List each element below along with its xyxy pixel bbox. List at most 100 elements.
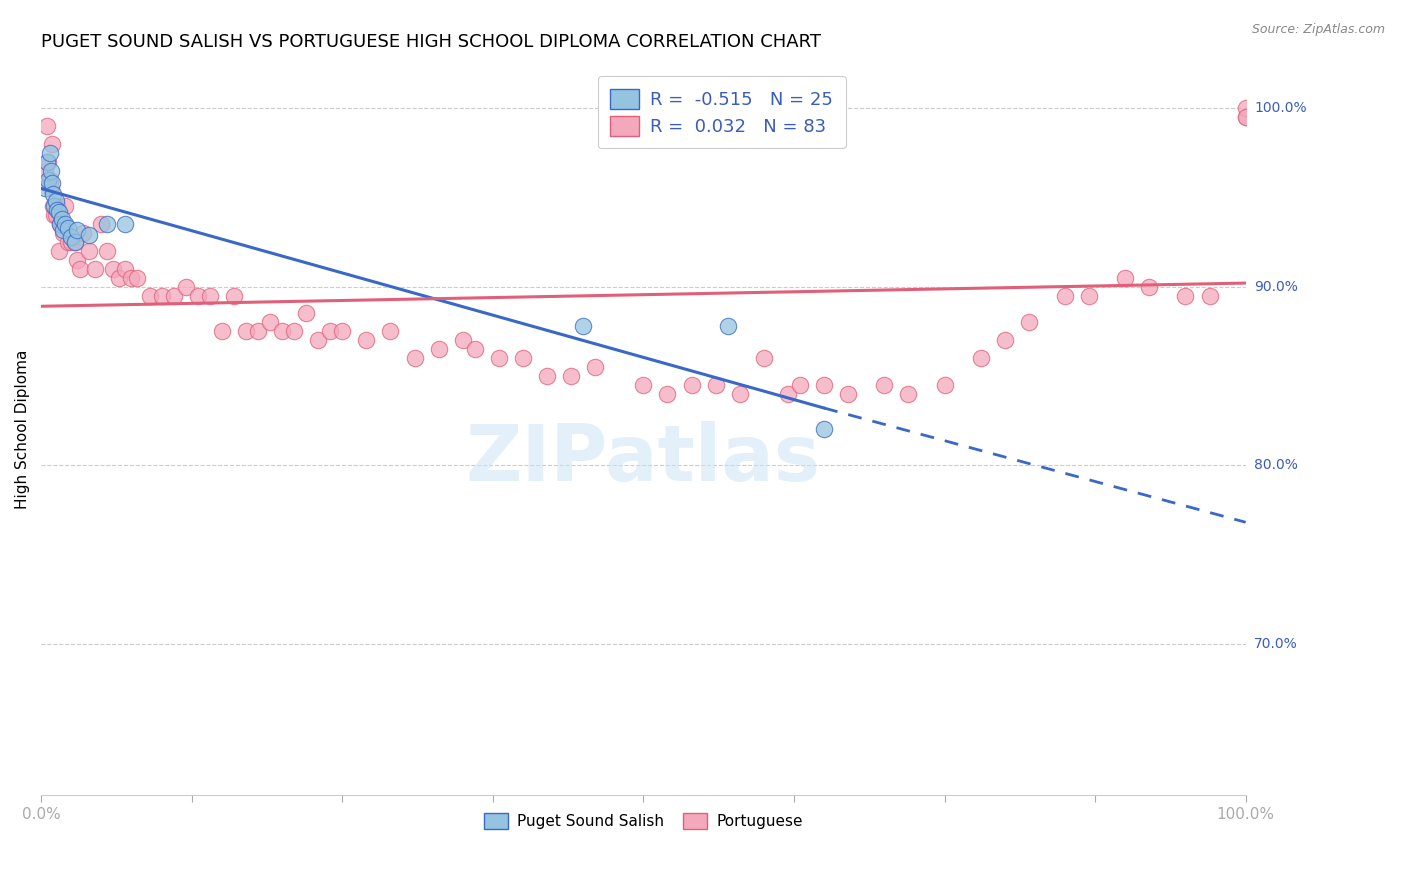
Point	[934, 377, 956, 392]
Point	[120, 270, 142, 285]
Point	[813, 422, 835, 436]
Point	[404, 351, 426, 365]
Point	[49, 217, 72, 231]
Text: 70.0%: 70.0%	[1254, 637, 1298, 650]
Point	[84, 261, 107, 276]
Point	[53, 199, 76, 213]
Y-axis label: High School Diploma: High School Diploma	[15, 350, 30, 509]
Point	[63, 235, 86, 249]
Point	[138, 288, 160, 302]
Point	[752, 351, 775, 365]
Point	[114, 261, 136, 276]
Point	[60, 229, 83, 244]
Point	[1114, 270, 1136, 285]
Point	[560, 368, 582, 383]
Point	[41, 136, 63, 151]
Point	[37, 154, 59, 169]
Point	[42, 199, 65, 213]
Point	[776, 386, 799, 401]
Point	[837, 386, 859, 401]
Point	[39, 181, 62, 195]
Point	[162, 288, 184, 302]
Point	[283, 324, 305, 338]
Text: 80.0%: 80.0%	[1254, 458, 1298, 472]
Point	[38, 172, 60, 186]
Point	[51, 217, 73, 231]
Point	[114, 217, 136, 231]
Text: 100.0%: 100.0%	[1254, 101, 1306, 115]
Point	[813, 377, 835, 392]
Point	[969, 351, 991, 365]
Point	[53, 217, 76, 231]
Point	[41, 176, 63, 190]
Point	[464, 342, 486, 356]
Point	[56, 235, 79, 249]
Point	[356, 333, 378, 347]
Point	[681, 377, 703, 392]
Point	[1234, 110, 1257, 124]
Point	[44, 199, 66, 213]
Point	[34, 163, 56, 178]
Point	[39, 163, 62, 178]
Point	[1198, 288, 1220, 302]
Point	[789, 377, 811, 392]
Point	[56, 220, 79, 235]
Point	[1234, 110, 1257, 124]
Point	[48, 204, 70, 219]
Point	[222, 288, 245, 302]
Text: Source: ZipAtlas.com: Source: ZipAtlas.com	[1251, 23, 1385, 37]
Point	[633, 377, 655, 392]
Point	[72, 226, 94, 240]
Point	[96, 244, 118, 258]
Point	[451, 333, 474, 347]
Point	[572, 318, 595, 333]
Point	[174, 279, 197, 293]
Point	[211, 324, 233, 338]
Point	[90, 217, 112, 231]
Point	[427, 342, 450, 356]
Text: ZIPatlas: ZIPatlas	[465, 421, 821, 497]
Point	[127, 270, 149, 285]
Point	[246, 324, 269, 338]
Point	[60, 235, 83, 249]
Point	[49, 217, 72, 231]
Point	[1174, 288, 1197, 302]
Point	[96, 217, 118, 231]
Point	[717, 318, 740, 333]
Legend: Puget Sound Salish, Portuguese: Puget Sound Salish, Portuguese	[478, 806, 808, 835]
Point	[488, 351, 510, 365]
Point	[1018, 315, 1040, 329]
Point	[34, 181, 56, 195]
Point	[1137, 279, 1160, 293]
Point	[45, 199, 67, 213]
Point	[37, 119, 59, 133]
Point	[48, 244, 70, 258]
Point	[44, 208, 66, 222]
Point	[873, 377, 896, 392]
Point	[583, 359, 606, 374]
Point	[69, 261, 91, 276]
Point	[38, 145, 60, 160]
Point	[728, 386, 751, 401]
Text: 90.0%: 90.0%	[1254, 280, 1298, 293]
Point	[52, 226, 75, 240]
Point	[897, 386, 920, 401]
Point	[1234, 101, 1257, 115]
Point	[37, 154, 59, 169]
Point	[45, 208, 67, 222]
Point	[307, 333, 329, 347]
Point	[235, 324, 257, 338]
Point	[63, 235, 86, 249]
Point	[271, 324, 294, 338]
Point	[108, 270, 131, 285]
Point	[37, 172, 59, 186]
Text: PUGET SOUND SALISH VS PORTUGUESE HIGH SCHOOL DIPLOMA CORRELATION CHART: PUGET SOUND SALISH VS PORTUGUESE HIGH SC…	[41, 33, 821, 51]
Point	[704, 377, 727, 392]
Point	[536, 368, 558, 383]
Point	[198, 288, 221, 302]
Point	[103, 261, 125, 276]
Point	[295, 306, 318, 320]
Point	[150, 288, 173, 302]
Point	[79, 227, 101, 242]
Point	[45, 202, 67, 217]
